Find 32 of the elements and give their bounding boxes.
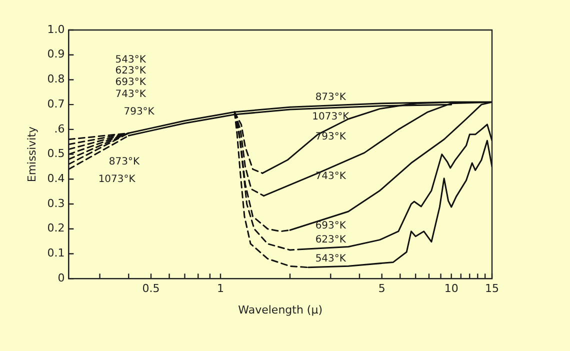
y-axis-title: Emissivity — [25, 126, 38, 182]
y-tick-label: 0 — [58, 271, 65, 284]
series-label: 623°K — [315, 234, 346, 246]
y-tick-label: 0.2 — [47, 222, 65, 235]
y-tick-label: 0.7 — [47, 97, 65, 110]
series-label: 1073°K — [312, 111, 350, 122]
y-tick-label: 0.9 — [47, 48, 65, 61]
y-tick-label: 0.8 — [47, 72, 65, 86]
series-label: 873°K — [315, 92, 346, 104]
x-axis-title: Wavelength (μ) — [238, 303, 323, 316]
y-tick-label: .6 — [54, 122, 65, 136]
y-tick-label: 0.4 — [47, 172, 65, 186]
x-tick-label: 10 — [444, 282, 458, 296]
annotation: 873°K — [108, 156, 140, 168]
y-tick-label: 0.1 — [47, 246, 65, 260]
annotation: 623°K — [115, 66, 146, 77]
annotation: 693°K — [115, 76, 146, 88]
x-tick-label: 1 — [216, 282, 224, 296]
y-tick-label: 0.3 — [47, 196, 65, 210]
series-label: 543°K — [315, 253, 346, 264]
annotation: 793°K — [124, 106, 155, 118]
annotation: 743°K — [115, 89, 146, 100]
annotation: 1073°K — [98, 174, 136, 185]
annotation: 543°K — [115, 54, 146, 66]
series-label: 743°K — [315, 171, 346, 182]
x-tick-label: 0.5 — [142, 282, 160, 296]
x-tick-label: 15 — [485, 282, 499, 296]
series-label: 793°K — [315, 132, 346, 143]
series-label: 693°K — [315, 220, 346, 232]
y-tick-label: 1.0 — [47, 22, 65, 36]
y-tick-label: 0.5 — [47, 147, 65, 160]
x-tick-label: 5 — [378, 282, 386, 296]
